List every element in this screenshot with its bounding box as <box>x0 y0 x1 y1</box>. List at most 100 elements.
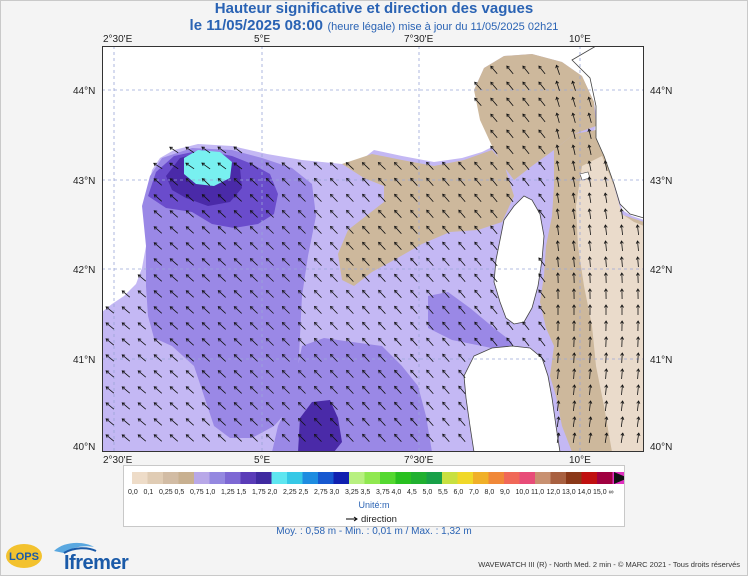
direction-arrowhead <box>506 97 510 102</box>
direction-arrow <box>298 338 306 346</box>
direction-arrow <box>314 258 322 266</box>
direction-arrowhead <box>620 368 625 372</box>
direction-arrowhead <box>442 177 446 182</box>
direction-arrowhead <box>620 384 625 388</box>
direction-arrow <box>362 194 370 202</box>
direction-arrowhead <box>185 258 190 262</box>
direction-arrowhead <box>588 320 592 324</box>
direction-arrow <box>538 305 546 315</box>
direction-arrow <box>458 209 466 219</box>
direction-arrow <box>218 194 226 202</box>
direction-arrow <box>218 306 226 314</box>
legend-unit: Unité:m <box>358 500 390 510</box>
direction-arrowhead <box>378 385 382 390</box>
corsica-island <box>493 195 545 325</box>
direction-arrow <box>426 417 434 427</box>
direction-arrowhead <box>137 354 142 358</box>
direction-arrow <box>233 146 243 154</box>
direction-arrow <box>605 400 607 412</box>
direction-arrowhead <box>233 194 238 198</box>
direction-arrow <box>314 242 322 250</box>
direction-arrowhead <box>474 337 478 342</box>
direction-arrow <box>556 208 560 220</box>
legend-value: 5,5 <box>438 489 448 496</box>
direction-arrow <box>186 418 194 426</box>
direction-arrowhead <box>588 336 593 340</box>
direction-arrow <box>105 354 115 362</box>
legend: 0,0 0,1 0,25 0,5 0,75 1,0 1,25 1,5 1,75 2,0 2,25 2,… <box>123 465 625 527</box>
direction-arrowhead <box>249 386 254 390</box>
direction-arrow-icon <box>346 517 358 522</box>
direction-arrowhead <box>233 274 238 278</box>
direction-arrow <box>266 210 274 218</box>
direction-arrowhead <box>121 370 126 374</box>
direction-arrow <box>186 242 194 250</box>
direction-arrowhead <box>137 418 142 422</box>
direction-arrowhead <box>346 353 350 358</box>
direction-arrowhead <box>458 257 462 262</box>
direction-arrow <box>621 384 623 396</box>
lops-logo-text: LOPS <box>9 551 39 563</box>
direction-arrow <box>201 162 211 170</box>
direction-arrowhead <box>313 257 318 262</box>
direction-arrowhead <box>297 417 302 422</box>
legend-colorbar <box>132 472 624 484</box>
direction-arrow <box>153 434 163 442</box>
legend-swatch <box>395 472 411 484</box>
direction-arrow <box>506 65 514 75</box>
direction-arrowhead <box>297 385 302 390</box>
direction-arrowhead <box>458 321 462 326</box>
direction-arrowhead <box>619 240 624 244</box>
direction-arrow <box>442 193 450 203</box>
direction-arrowhead <box>458 353 462 358</box>
direction-arrowhead <box>442 385 446 390</box>
direction-arrowhead <box>265 257 270 262</box>
direction-arrow <box>490 161 498 171</box>
legend-swatch <box>225 472 241 484</box>
legend-value: 0,0 <box>128 489 138 496</box>
direction-arrow <box>330 226 338 234</box>
direction-arrow <box>169 226 179 234</box>
direction-arrowhead <box>346 193 350 198</box>
direction-arrow <box>202 386 210 394</box>
legend-swatch <box>209 472 225 484</box>
direction-arrowhead <box>329 225 334 230</box>
direction-arrow <box>490 257 498 267</box>
direction-arrowhead <box>105 338 110 342</box>
direction-arrowhead <box>458 305 462 310</box>
x-tick-top-1: 2°30'E <box>103 34 133 45</box>
direction-arrow <box>266 290 274 298</box>
direction-arrowhead <box>297 225 302 230</box>
direction-arrow <box>458 241 466 251</box>
direction-arrowhead <box>603 256 608 260</box>
direction-arrow <box>410 354 418 362</box>
direction-arrow <box>506 113 514 123</box>
direction-arrow <box>458 225 466 235</box>
direction-arrow <box>218 418 226 426</box>
direction-arrowhead <box>636 368 641 372</box>
direction-arrowhead <box>185 242 190 246</box>
direction-arrow <box>169 162 179 170</box>
direction-arrow <box>218 178 226 186</box>
direction-arrow <box>410 386 418 394</box>
direction-arrow <box>458 273 466 283</box>
direction-arrow <box>234 274 242 282</box>
direction-arrowhead <box>474 257 478 262</box>
direction-arrow <box>234 402 242 410</box>
direction-arrow <box>410 210 418 218</box>
direction-arrowhead <box>555 240 560 244</box>
legend-value: 0,1 <box>143 489 154 496</box>
direction-arrowhead <box>571 288 576 292</box>
direction-arrow <box>298 194 306 202</box>
direction-arrow <box>490 97 498 107</box>
legend-swatch <box>411 472 427 484</box>
direction-arrow <box>522 65 530 75</box>
direction-arrowhead <box>474 193 478 198</box>
direction-arrow <box>346 370 354 378</box>
direction-arrowhead <box>153 274 158 278</box>
direction-arrowhead <box>297 433 302 438</box>
direction-arrowhead <box>105 402 110 406</box>
direction-arrow <box>137 418 147 426</box>
legend-value: 0,5 <box>174 489 185 496</box>
direction-arrowhead <box>442 209 446 214</box>
